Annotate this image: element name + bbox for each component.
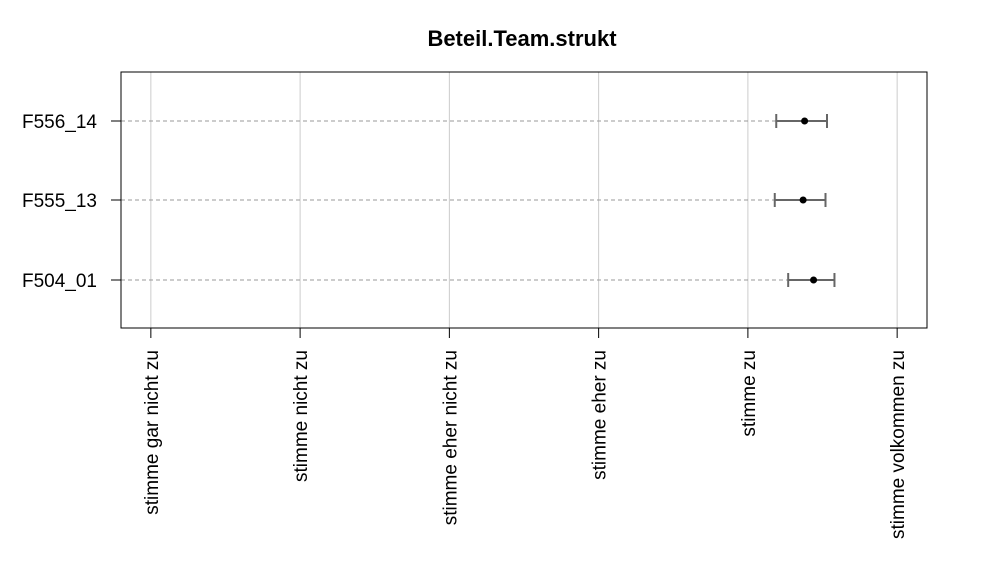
axes: stimme gar nicht zu stimme nicht zu stimme… (22, 112, 909, 539)
data-point (810, 276, 818, 284)
y-tick-label: F555_13 (22, 191, 97, 212)
guide-lines (121, 120, 814, 281)
x-tick-label: stimme eher zu (590, 350, 611, 480)
x-tick-label: stimme eher nicht zu (440, 350, 461, 525)
data-point (799, 196, 807, 204)
x-tick-label: stimme volkommen zu (888, 350, 909, 539)
x-tick-label: stimme nicht zu (291, 350, 312, 482)
data-points (799, 117, 818, 284)
x-tick-label: stimme zu (739, 350, 760, 437)
y-tick-label: F556_14 (22, 112, 97, 133)
chart-title: Beteil.Team.strukt (427, 26, 617, 51)
x-tick-label: stimme gar nicht zu (142, 350, 163, 515)
data-point (801, 117, 809, 125)
y-tick-label: F504_01 (22, 271, 97, 292)
